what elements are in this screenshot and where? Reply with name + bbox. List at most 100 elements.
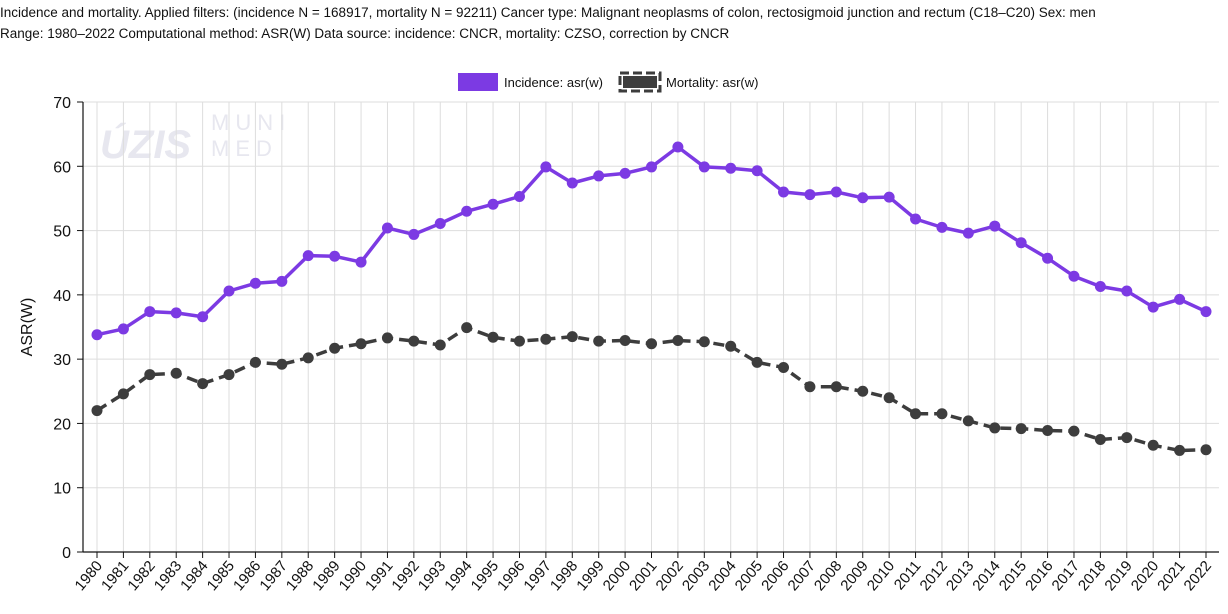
data-point — [276, 275, 288, 287]
x-tick-label: 1988 — [283, 558, 317, 594]
watermark: ÚZIS MUNI MED — [100, 110, 291, 167]
x-tick-label: 2009 — [837, 558, 871, 594]
data-point — [1200, 306, 1212, 318]
data-point — [804, 381, 816, 393]
data-point — [830, 381, 842, 393]
y-tick-label: 20 — [53, 416, 71, 433]
data-point — [1174, 444, 1186, 456]
data-point — [751, 356, 763, 368]
data-point — [197, 311, 209, 323]
data-point — [593, 170, 605, 182]
x-tick-label: 1992 — [388, 558, 422, 594]
x-tick-label: 2019 — [1101, 558, 1135, 594]
x-tick-label: 2001 — [626, 558, 660, 594]
x-tick-label: 2014 — [969, 558, 1003, 594]
data-point — [989, 220, 1001, 232]
data-point — [329, 250, 341, 262]
data-point — [725, 162, 737, 174]
data-point — [1068, 270, 1080, 282]
chart-grid — [83, 101, 1219, 552]
data-point — [989, 422, 1001, 434]
x-tick-label: 2004 — [705, 558, 739, 594]
data-point — [355, 256, 367, 268]
caption-range-line: Range: 1980–2022 Computational method: A… — [0, 26, 730, 41]
data-point — [936, 221, 948, 233]
data-point — [566, 331, 578, 343]
data-point — [408, 335, 420, 347]
data-point — [117, 388, 129, 400]
legend-item-incidence[interactable]: Incidence: asr(w) — [458, 73, 603, 91]
x-tick-label: 1982 — [124, 558, 158, 594]
x-tick-label: 1998 — [547, 558, 581, 594]
x-tick-label: 2003 — [679, 558, 713, 594]
chart-legend[interactable]: Incidence: asr(w) Mortality: asr(w) — [458, 71, 758, 93]
data-point — [540, 333, 552, 345]
data-point — [1042, 425, 1054, 436]
x-tick-label: 2018 — [1075, 558, 1109, 594]
data-point — [830, 186, 842, 198]
data-point — [778, 186, 790, 198]
series-layer — [91, 141, 1212, 456]
data-point — [566, 177, 578, 189]
x-tick-label: 1986 — [230, 558, 264, 594]
data-point — [1094, 281, 1106, 292]
chart-caption: Incidence and mortality. Applied filters… — [0, 2, 1228, 44]
data-point — [355, 338, 367, 350]
x-tick-label: 1980 — [72, 558, 106, 594]
watermark-med: MED — [211, 136, 278, 161]
data-point — [276, 358, 288, 370]
y-tick-label: 10 — [53, 481, 71, 498]
y-tick-label: 0 — [62, 545, 71, 562]
x-tick-label: 1995 — [468, 558, 502, 594]
data-point — [1121, 432, 1133, 444]
data-point — [197, 378, 209, 390]
x-tick-label: 2010 — [864, 558, 898, 594]
y-tick-label: 70 — [53, 95, 71, 112]
data-point — [302, 250, 314, 262]
data-point — [513, 335, 525, 347]
x-tick-label: 1999 — [573, 558, 607, 594]
x-axis-ticks: 1980198119821983198419851986198719881989… — [72, 552, 1215, 594]
y-tick-label: 30 — [53, 352, 71, 369]
data-point — [144, 369, 156, 381]
x-tick-label: 2006 — [758, 558, 792, 594]
data-point — [1094, 434, 1106, 445]
x-tick-label: 2021 — [1154, 558, 1188, 594]
legend-swatch-incidence — [458, 73, 498, 91]
data-point — [434, 218, 446, 229]
x-tick-label: 2016 — [1022, 558, 1056, 594]
data-point — [910, 213, 922, 225]
data-point — [1147, 439, 1159, 451]
data-point — [461, 205, 473, 217]
watermark-muni: MUNI — [211, 110, 291, 135]
data-point — [725, 340, 737, 352]
data-point — [751, 165, 763, 177]
data-point — [1200, 444, 1212, 456]
data-point — [170, 367, 182, 379]
x-tick-label: 2002 — [652, 558, 686, 594]
x-tick-label: 2013 — [943, 558, 977, 594]
y-tick-label: 40 — [53, 288, 71, 305]
x-tick-label: 2017 — [1049, 558, 1083, 594]
series-incidence — [91, 141, 1212, 341]
data-point — [302, 352, 314, 364]
x-tick-label: 1991 — [362, 558, 396, 594]
watermark-uzis: ÚZIS — [100, 121, 191, 167]
data-point — [408, 228, 420, 240]
data-point — [883, 191, 895, 203]
data-point — [619, 167, 631, 179]
legend-label-incidence: Incidence: asr(w) — [504, 75, 603, 90]
x-tick-label: 1987 — [256, 558, 290, 594]
data-point — [434, 339, 446, 351]
data-point — [857, 192, 869, 204]
legend-item-mortality[interactable]: Mortality: asr(w) — [618, 71, 758, 93]
data-point — [249, 277, 261, 289]
x-tick-label: 2012 — [917, 558, 951, 594]
data-point — [672, 335, 684, 346]
x-tick-label: 1983 — [151, 558, 185, 594]
data-point — [883, 392, 895, 404]
x-tick-label: 1993 — [415, 558, 449, 594]
y-tick-label: 50 — [53, 224, 71, 241]
y-tick-label: 60 — [53, 159, 71, 176]
